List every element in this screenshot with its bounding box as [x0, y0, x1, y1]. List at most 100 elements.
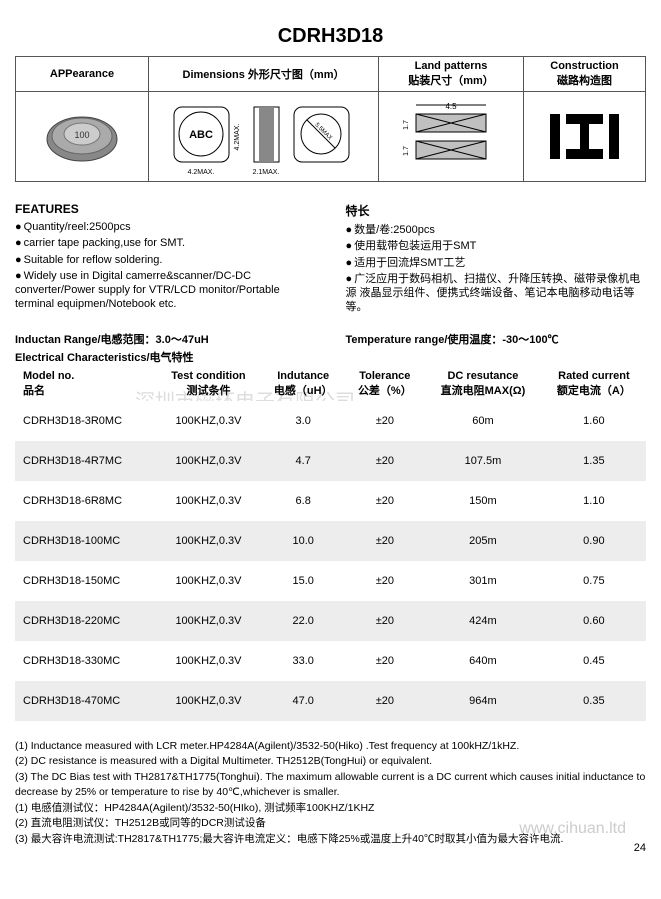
note-item: (2) DC resistance is measured with a Dig… [15, 754, 646, 769]
feature-item: 数量/卷:2500pcs [346, 223, 647, 237]
cell-ind: 15.0 [261, 561, 346, 601]
cell-rated: 0.60 [542, 601, 646, 641]
cell-tol: ±20 [346, 521, 425, 561]
cell-cond: 100KHZ,0.3V [156, 681, 261, 721]
table-row: CDRH3D18-4R7MC100KHZ,0.3V4.7±20107.5m1.3… [15, 441, 646, 481]
col-header: Tolerance公差（%） [346, 367, 425, 401]
cell-cond: 100KHZ,0.3V [156, 401, 261, 441]
cell-rated: 0.75 [542, 561, 646, 601]
cell-cond: 100KHZ,0.3V [156, 601, 261, 641]
cell-model: CDRH3D18-3R0MC [15, 401, 156, 441]
cell-ind: 3.0 [261, 401, 346, 441]
cell-ind: 33.0 [261, 641, 346, 681]
cell-dcr: 964m [424, 681, 542, 721]
cell-tol: ±20 [346, 601, 425, 641]
cell-model: CDRH3D18-470MC [15, 681, 156, 721]
cell-dcr: 150m [424, 481, 542, 521]
cell-ind: 47.0 [261, 681, 346, 721]
table-row: CDRH3D18-470MC100KHZ,0.3V47.0±20964m0.35 [15, 681, 646, 721]
col-header: Model no.品名 [15, 367, 156, 401]
cell-rated: 1.35 [542, 441, 646, 481]
hdr-dimensions: Dimensions 外形尺寸图（mm） [149, 57, 379, 92]
cell-dcr: 424m [424, 601, 542, 641]
cell-cond: 100KHZ,0.3V [156, 641, 261, 681]
cell-tol: ±20 [346, 641, 425, 681]
svg-text:2.1MAX.: 2.1MAX. [252, 169, 279, 176]
cell-ind: 4.7 [261, 441, 346, 481]
cell-rated: 0.35 [542, 681, 646, 721]
header-table: APPearance Dimensions 外形尺寸图（mm） Land pat… [15, 56, 646, 182]
col-header: DC resutance直流电阻MAX(Ω) [424, 367, 542, 401]
notes: (1) Inductance measured with LCR meter.H… [15, 739, 646, 840]
hdr-appearance: APPearance [16, 57, 149, 92]
inductor-photo-icon: 100 [40, 104, 125, 169]
note-item: (1) Inductance measured with LCR meter.H… [15, 739, 646, 754]
construction-img [524, 92, 646, 182]
cell-model: CDRH3D18-6R8MC [15, 481, 156, 521]
svg-text:1.7: 1.7 [403, 120, 410, 130]
temp-range: Temperature range/使用温度：-30～100℃ [316, 331, 647, 347]
appearance-img: 100 [16, 92, 149, 182]
cell-ind: 22.0 [261, 601, 346, 641]
cell-ind: 6.8 [261, 481, 346, 521]
cell-tol: ±20 [346, 481, 425, 521]
cell-rated: 1.60 [542, 401, 646, 441]
land-pattern-icon: 4.5 1.7 1.7 [396, 99, 506, 174]
cell-model: CDRH3D18-150MC [15, 561, 156, 601]
feature-item: Widely use in Digital camerre&scanner/DC… [15, 269, 316, 312]
land-img: 4.5 1.7 1.7 [379, 92, 524, 182]
feature-item: 适用于回流焊SMT工艺 [346, 256, 647, 270]
cell-ind: 10.0 [261, 521, 346, 561]
construction-icon [542, 109, 627, 164]
title: CDRH3D18 [15, 25, 646, 48]
cell-model: CDRH3D18-4R7MC [15, 441, 156, 481]
feature-item: 使用载带包装运用于SMT [346, 239, 647, 253]
svg-text:ABC: ABC [189, 129, 213, 141]
svg-text:100: 100 [74, 130, 89, 140]
dimensions-img: ABC 4.2MAX. 4.2MAX. 2.1MAX. 5.5MAX [149, 92, 379, 182]
cell-tol: ±20 [346, 681, 425, 721]
cell-cond: 100KHZ,0.3V [156, 441, 261, 481]
cell-tol: ±20 [346, 401, 425, 441]
svg-text:4.5: 4.5 [445, 102, 457, 111]
features-section: FEATURES Quantity/reel:2500pcscarrier ta… [15, 202, 646, 317]
cell-rated: 0.45 [542, 641, 646, 681]
features-cn-head: 特长 [346, 202, 647, 219]
cell-cond: 100KHZ,0.3V [156, 481, 261, 521]
cell-dcr: 301m [424, 561, 542, 601]
cell-dcr: 107.5m [424, 441, 542, 481]
table-row: CDRH3D18-330MC100KHZ,0.3V33.0±20640m0.45 [15, 641, 646, 681]
cell-dcr: 205m [424, 521, 542, 561]
features-cn-col: 特长 数量/卷:2500pcs 使用载带包装运用于SMT 适用于回流焊SMT工艺广泛… [346, 202, 647, 317]
note-item: (3) The DC Bias test with TH2817&TH1775(… [15, 770, 646, 799]
dimensions-drawing-icon: ABC 4.2MAX. 4.2MAX. 2.1MAX. 5.5MAX [159, 97, 369, 177]
cell-rated: 0.90 [542, 521, 646, 561]
cell-rated: 1.10 [542, 481, 646, 521]
table-row: CDRH3D18-100MC100KHZ,0.3V10.0±20205m0.90 [15, 521, 646, 561]
svg-text:4.2MAX.: 4.2MAX. [187, 169, 214, 176]
cell-dcr: 640m [424, 641, 542, 681]
cell-tol: ±20 [346, 561, 425, 601]
cell-cond: 100KHZ,0.3V [156, 521, 261, 561]
svg-text:5.5MAX: 5.5MAX [313, 122, 332, 141]
svg-text:1.7: 1.7 [403, 146, 410, 156]
feature-item: 广泛应用于数码相机、扫描仪、升降压转换、磁带录像机电源 液晶显示组件、便携式终端… [346, 272, 647, 315]
features-en-head: FEATURES [15, 202, 316, 216]
range-row: Inductan Range/电感范围：3.0～47uH Temperature… [15, 331, 646, 347]
cell-model: CDRH3D18-100MC [15, 521, 156, 561]
cell-tol: ±20 [346, 441, 425, 481]
elec-head: Electrical Characteristics/电气特性 [15, 349, 646, 365]
cell-dcr: 60m [424, 401, 542, 441]
svg-text:4.2MAX.: 4.2MAX. [234, 123, 241, 150]
note-item: (1) 电感值测试仪：HP4284A(Agilent)/3532-50(HIko… [15, 801, 646, 816]
cell-cond: 100KHZ,0.3V [156, 561, 261, 601]
table-row: CDRH3D18-3R0MC100KHZ,0.3V3.0±2060m1.60 [15, 401, 646, 441]
feature-item: Suitable for reflow soldering. [15, 253, 316, 267]
table-row: CDRH3D18-220MC100KHZ,0.3V22.0±20424m0.60 [15, 601, 646, 641]
col-header: Test condition测试条件 [156, 367, 261, 401]
col-header: Rated current额定电流（A） [542, 367, 646, 401]
table-row: CDRH3D18-150MC100KHZ,0.3V15.0±20301m0.75 [15, 561, 646, 601]
hdr-land: Land patterns 贴装尺寸（mm） [379, 57, 524, 92]
cell-model: CDRH3D18-330MC [15, 641, 156, 681]
data-table: Model no.品名Test condition测试条件Indutance电感… [15, 367, 646, 721]
